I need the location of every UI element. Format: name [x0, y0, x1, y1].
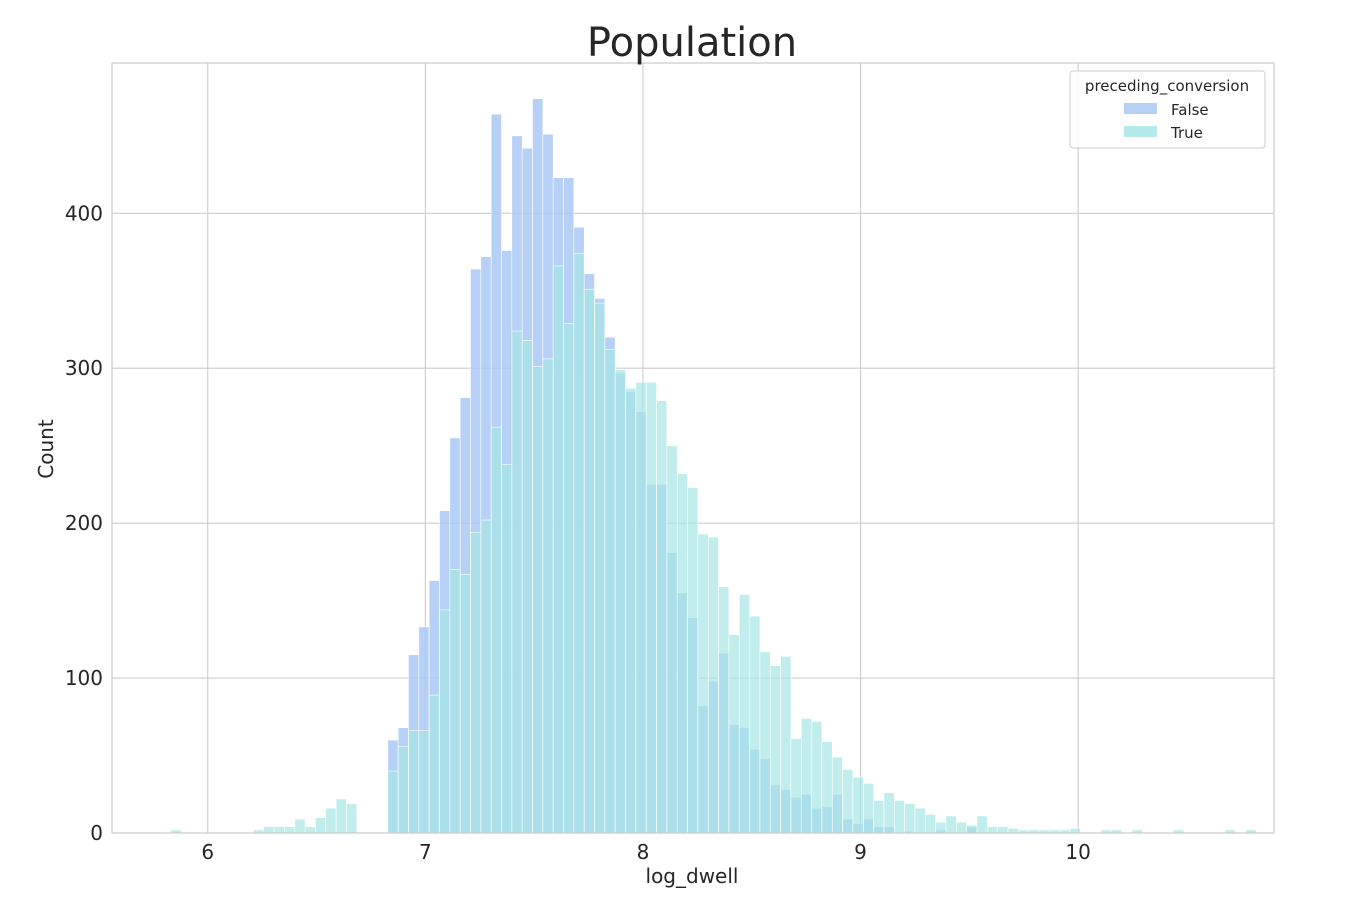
y-tick-label: 300 [65, 356, 103, 380]
bar-true [945, 815, 957, 834]
bar-true [749, 615, 761, 834]
bar-true [893, 800, 905, 834]
bar-true [459, 573, 471, 834]
bar-true [594, 302, 606, 834]
bar-true [976, 815, 988, 834]
x-tick-label: 7 [419, 840, 432, 864]
bar-true [490, 426, 502, 834]
bar-true [873, 800, 885, 834]
bar-true [346, 803, 358, 834]
bar-true [325, 807, 337, 834]
bar-true [449, 569, 461, 834]
bar-true [821, 741, 833, 834]
bar-true [914, 807, 926, 834]
bar-true [552, 265, 564, 834]
x-tick-label: 8 [637, 840, 650, 864]
bar-true [542, 358, 554, 834]
bar-true [759, 651, 771, 834]
bar-true [521, 340, 533, 834]
y-tick-label: 0 [90, 821, 103, 845]
chart-title: Population [587, 20, 797, 66]
bar-true [676, 473, 688, 834]
bar-true [862, 783, 874, 834]
bar-true [428, 694, 440, 834]
y-axis-label: Count [34, 419, 58, 479]
x-axis-label: log_dwell [646, 864, 739, 888]
bar-true [955, 821, 967, 834]
plot-frame [111, 62, 1275, 834]
bar-true [935, 821, 947, 834]
bar-true [284, 826, 296, 834]
bar-true [966, 824, 978, 834]
bar-true [738, 594, 750, 834]
bar-true [728, 634, 740, 834]
bar-true [614, 369, 626, 834]
bar-true [397, 745, 409, 834]
legend: preceding_conversion False True [1069, 70, 1266, 149]
bar-true [666, 445, 678, 834]
bar-true [769, 665, 781, 834]
bar-true [304, 826, 316, 834]
y-tick-label: 200 [65, 511, 103, 535]
bar-true [439, 609, 451, 834]
x-tick-label: 9 [854, 840, 867, 864]
bar-true [780, 656, 792, 834]
bar-true [532, 366, 544, 834]
bar-true [842, 769, 854, 834]
bar-true [511, 330, 523, 834]
bar-true [997, 826, 1009, 834]
legend-swatch-true [1124, 126, 1157, 137]
bar-true [656, 400, 668, 834]
bar-true [1007, 828, 1019, 834]
bar-true [645, 381, 657, 834]
bar-true [573, 253, 585, 834]
bar-true [811, 721, 823, 834]
bar-true [563, 322, 575, 834]
legend-box [1069, 70, 1266, 149]
bar-true [480, 519, 492, 834]
bar-true [831, 756, 843, 834]
bar-true [315, 817, 327, 834]
bar-true [635, 381, 647, 834]
bar-true [904, 803, 916, 834]
bar-true [335, 798, 347, 834]
bar-true [687, 487, 699, 834]
legend-label-false: False [1171, 101, 1209, 119]
legend-swatch-false [1124, 103, 1157, 114]
bar-true [604, 349, 616, 834]
bar-true [501, 463, 513, 834]
bar-true [294, 818, 306, 834]
bar-true [707, 536, 719, 834]
bar-true [718, 586, 730, 834]
bar-true [1069, 828, 1081, 834]
bar-true [470, 532, 482, 834]
legend-label-true: True [1170, 124, 1203, 142]
bar-true [697, 533, 709, 834]
bar-true [408, 730, 420, 834]
y-tick-label: 100 [65, 666, 103, 690]
bar-true [418, 730, 430, 834]
bar-true [883, 792, 895, 834]
bar-true [583, 288, 595, 834]
bar-true [273, 826, 285, 834]
legend-title: preceding_conversion [1085, 77, 1249, 96]
bar-true [852, 776, 864, 834]
x-tick-label: 6 [201, 840, 214, 864]
bar-true [625, 388, 637, 834]
bar-true [924, 814, 936, 834]
bar-true [790, 738, 802, 834]
bar-true [263, 826, 275, 834]
bar-true [387, 770, 399, 834]
bar-true [800, 718, 812, 834]
y-tick-label: 400 [65, 201, 103, 225]
bar-true [987, 826, 998, 834]
x-tick-label: 10 [1065, 840, 1090, 864]
